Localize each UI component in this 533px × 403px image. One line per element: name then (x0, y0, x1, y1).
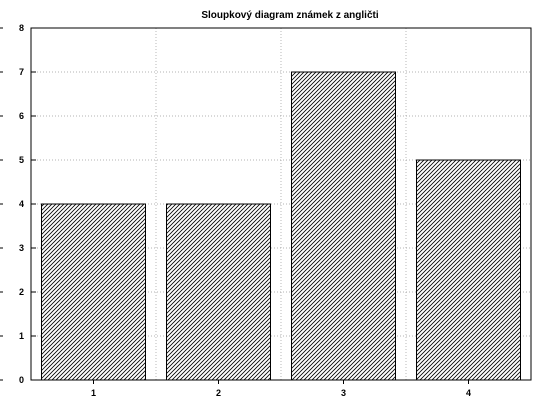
grid-lines (31, 28, 531, 380)
bar-4 (416, 159, 521, 381)
y-tick-label-3: 3 (19, 243, 24, 253)
y-tick-label-1: 1 (19, 331, 24, 341)
bars (41, 71, 521, 381)
bar-1 (41, 203, 146, 381)
y-tick-label-8: 8 (19, 23, 24, 33)
y-tick-label-6: 6 (19, 111, 24, 121)
x-tick-label-2: 2 (216, 388, 221, 398)
x-tick-label-4: 4 (466, 388, 471, 398)
y-tick-label-5: 5 (19, 155, 24, 165)
y-tick-label-4: 4 (19, 199, 24, 209)
y-tick-label-0: 0 (19, 375, 24, 385)
axes: 0 1 2 3 4 5 6 7 8 1 2 3 4 (0, 23, 471, 398)
y-tick-label-7: 7 (19, 67, 24, 77)
x-tick-label-3: 3 (341, 388, 346, 398)
y-tick-label-2: 2 (19, 287, 24, 297)
chart-title: Sloupkový diagram známek z angličti (201, 10, 378, 21)
bar-3 (291, 71, 396, 381)
bar-2 (166, 203, 271, 381)
x-tick-label-1: 1 (91, 388, 96, 398)
